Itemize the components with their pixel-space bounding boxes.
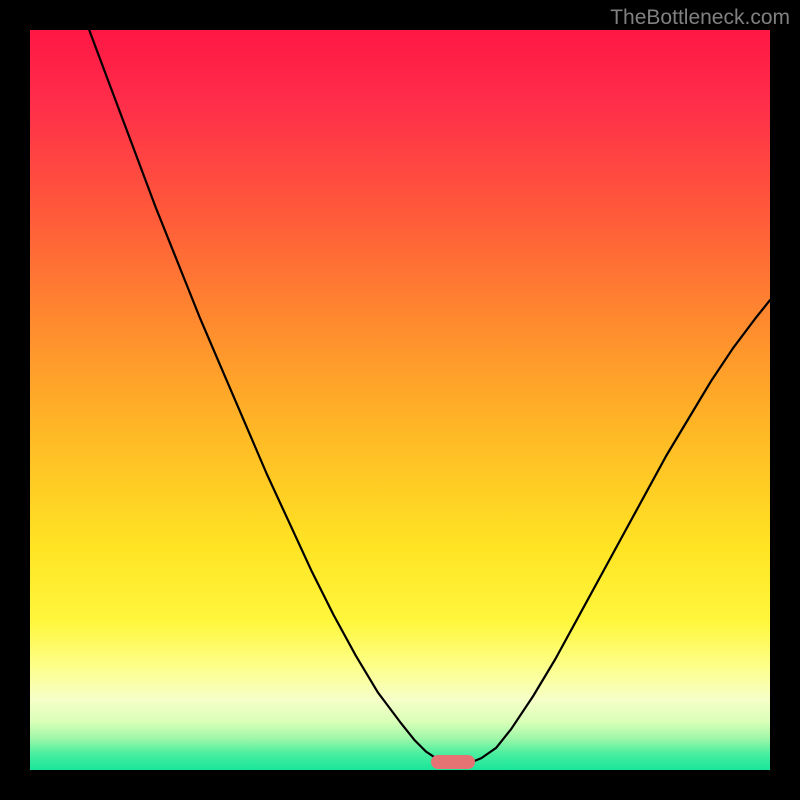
chart-optimal-marker [431, 755, 475, 769]
attribution-text: TheBottleneck.com [610, 6, 790, 30]
chart-plot-area [30, 30, 770, 770]
chart-curve [30, 30, 770, 770]
